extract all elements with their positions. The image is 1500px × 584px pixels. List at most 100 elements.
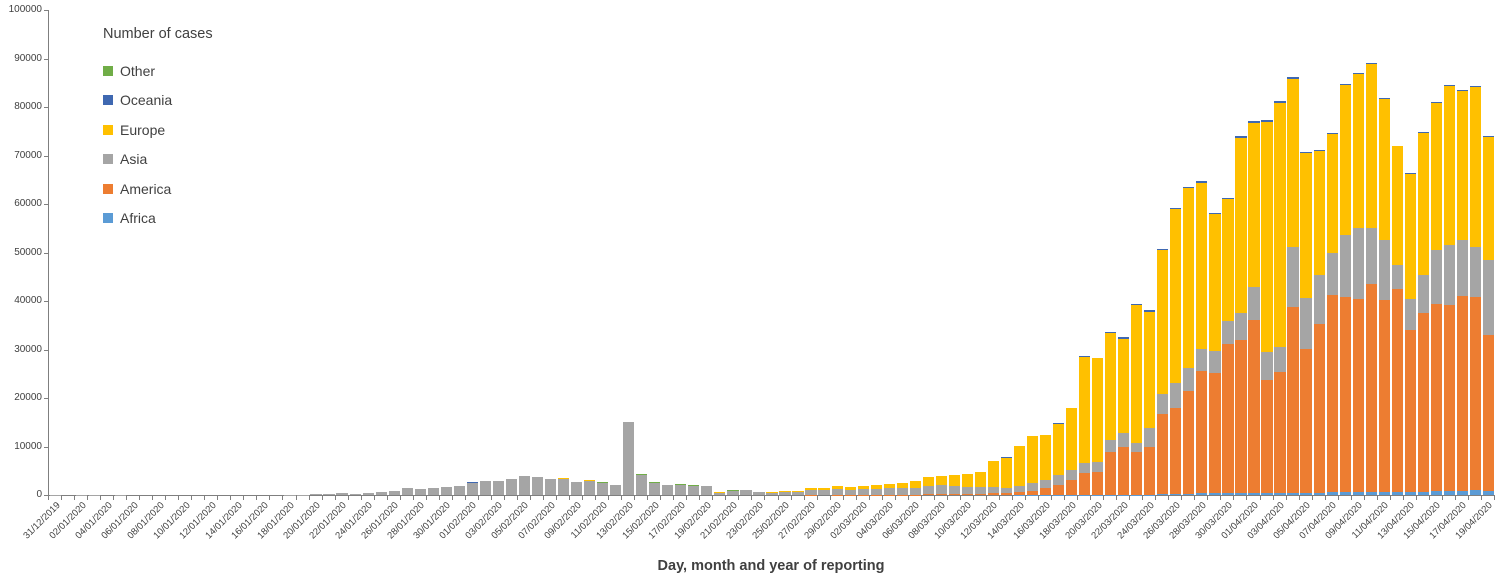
segment-europe-18/03/2020 — [1066, 408, 1078, 470]
segment-oceania-02/04/2020 — [1261, 120, 1273, 122]
bar-09/02/2020 — [570, 482, 583, 495]
segment-africa-29/03/2020 — [1209, 493, 1221, 495]
segment-europe-07/04/2020 — [1326, 134, 1338, 253]
segment-asia-27/03/2020 — [1183, 367, 1195, 391]
bar-05/04/2020 — [1300, 152, 1312, 495]
segment-asia-05/04/2020 — [1300, 298, 1312, 350]
segment-europe-26/03/2020 — [1170, 209, 1182, 384]
bar-16/03/2020 — [1039, 434, 1052, 495]
segment-asia-11/04/2020 — [1378, 239, 1390, 300]
segment-asia-28/02/2020 — [818, 490, 830, 495]
x-tick — [256, 496, 258, 500]
segment-america-24/03/2020 — [1144, 446, 1156, 495]
segment-oceania-14/04/2020 — [1417, 132, 1429, 134]
segment-europe-26/02/2020 — [792, 490, 804, 492]
other-swatch — [103, 65, 113, 76]
bar-22/03/2020 — [1118, 337, 1130, 495]
segment-asia-25/01/2020 — [375, 491, 387, 495]
legend-item-america: America — [103, 174, 213, 204]
x-tick — [530, 496, 531, 500]
segment-asia-12/04/2020 — [1391, 264, 1403, 289]
segment-asia-24/03/2020 — [1144, 427, 1156, 447]
segment-asia-05/02/2020 — [518, 476, 531, 495]
x-tick — [282, 496, 284, 500]
segment-africa-12/04/2020 — [1391, 491, 1403, 495]
bar-08/02/2020 — [557, 478, 570, 495]
bar-14/04/2020 — [1417, 132, 1429, 495]
segment-america-08/03/2020 — [935, 494, 947, 495]
segment-africa-25/03/2020 — [1157, 493, 1169, 495]
y-tick — [44, 349, 48, 351]
segment-asia-19/03/2020 — [1079, 462, 1091, 473]
segment-africa-02/04/2020 — [1261, 492, 1273, 495]
segment-oceania-07/04/2020 — [1326, 133, 1338, 135]
x-tick — [503, 496, 505, 500]
x-tick — [855, 496, 857, 500]
x-tick — [1272, 496, 1274, 500]
x-tick — [725, 496, 727, 500]
segment-asia-10/04/2020 — [1365, 228, 1377, 285]
segment-europe-17/03/2020 — [1052, 423, 1065, 476]
bar-02/04/2020 — [1261, 120, 1273, 495]
bar-01/04/2020 — [1248, 121, 1260, 495]
segment-asia-27/01/2020 — [401, 488, 413, 495]
x-tick — [1064, 496, 1066, 500]
segment-europe-14/03/2020 — [1013, 445, 1026, 487]
bar-12/02/2020 — [610, 484, 622, 495]
bar-03/02/2020 — [492, 481, 505, 495]
segment-america-13/04/2020 — [1404, 329, 1416, 492]
segment-europe-19/03/2020 — [1079, 356, 1091, 463]
y-axis-label: 70000 — [14, 149, 42, 161]
bar-22/02/2020 — [740, 489, 752, 495]
segment-oceania-25/03/2020 — [1157, 248, 1169, 250]
bar-31/01/2020 — [453, 486, 465, 495]
segment-europe-27/02/2020 — [805, 488, 817, 491]
segment-america-15/03/2020 — [1026, 490, 1039, 495]
segment-asia-15/02/2020 — [649, 482, 661, 495]
bar-19/04/2020 — [1482, 136, 1495, 495]
bar-31/03/2020 — [1235, 136, 1247, 495]
legend-item-europe: Europe — [103, 115, 213, 145]
segment-asia-16/02/2020 — [662, 485, 674, 495]
segment-europe-11/03/2020 — [974, 472, 987, 487]
x-tick — [100, 496, 102, 500]
segment-oceania-17/04/2020 — [1456, 90, 1469, 92]
bar-21/01/2020 — [323, 494, 335, 495]
segment-europe-27/03/2020 — [1183, 188, 1195, 368]
segment-africa-09/04/2020 — [1352, 491, 1364, 495]
x-tick — [1311, 496, 1313, 500]
x-tick — [451, 496, 453, 500]
x-tick — [1142, 496, 1144, 500]
x-tick — [1233, 496, 1235, 500]
segment-asia-09/03/2020 — [948, 485, 960, 495]
x-tick — [464, 496, 466, 500]
x-tick — [842, 496, 844, 500]
segment-europe-05/04/2020 — [1300, 153, 1312, 299]
segment-asia-09/02/2020 — [570, 482, 583, 495]
legend-label-europe: Europe — [120, 121, 166, 138]
x-tick — [191, 496, 193, 500]
segment-asia-06/04/2020 — [1313, 275, 1325, 325]
x-axis-title: Day, month and year of reporting — [657, 558, 885, 574]
x-tick — [1350, 496, 1352, 500]
segment-oceania-29/03/2020 — [1209, 213, 1221, 215]
bar-15/02/2020 — [649, 482, 661, 495]
segment-africa-27/03/2020 — [1183, 493, 1195, 495]
y-tick — [44, 10, 48, 11]
legend-item-oceania: Oceania — [103, 86, 213, 116]
africa-swatch — [103, 213, 113, 224]
bar-19/03/2020 — [1079, 356, 1091, 495]
bar-14/03/2020 — [1013, 445, 1026, 495]
segment-asia-18/04/2020 — [1469, 247, 1482, 297]
bar-17/03/2020 — [1052, 423, 1065, 495]
bar-26/02/2020 — [792, 490, 804, 495]
segment-asia-23/01/2020 — [349, 493, 361, 495]
segment-asia-10/02/2020 — [584, 480, 596, 495]
x-tick — [634, 496, 636, 500]
bar-15/03/2020 — [1026, 435, 1039, 495]
y-axis-label: 100000 — [8, 4, 42, 15]
segment-asia-24/01/2020 — [362, 492, 374, 495]
segment-europe-04/03/2020 — [883, 483, 895, 489]
segment-europe-25/03/2020 — [1157, 249, 1169, 394]
segment-europe-17/04/2020 — [1456, 91, 1469, 240]
